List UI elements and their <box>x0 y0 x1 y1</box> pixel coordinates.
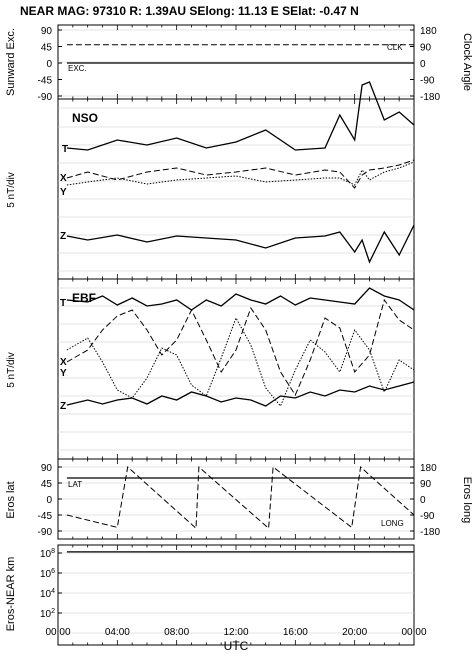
series-nso-z <box>66 224 415 264</box>
y-tick-label: -90 <box>38 527 53 538</box>
panel4-ylabel: Eros lat <box>5 481 17 518</box>
y-tick-label-right: 90 <box>420 43 432 54</box>
series-ebf-t <box>66 287 415 311</box>
y-tick-label-right: 180 <box>420 463 437 474</box>
series-nso-t <box>66 81 415 151</box>
y-tick-label: -45 <box>38 76 53 87</box>
x-tick-label: 00:00 <box>401 627 426 638</box>
data-series <box>66 44 415 553</box>
series-nso-x <box>66 159 415 189</box>
y-tick-label: 45 <box>41 479 53 490</box>
nso-title: NSO <box>72 111 98 125</box>
nso-label-x: X <box>60 173 67 184</box>
x-tick-label: 00:00 <box>45 627 70 638</box>
clk-label: CLK <box>387 43 403 52</box>
y-tick-label: 0 <box>46 495 52 506</box>
y-tick-label: 90 <box>41 26 53 37</box>
ebf-label-x: X <box>60 357 67 368</box>
y-tick-label: -45 <box>38 511 53 522</box>
panel1-ylabel-right: Clock Angle <box>461 33 473 91</box>
y-tick-label-right: 90 <box>420 479 432 490</box>
y-tick-label: 90 <box>41 463 53 474</box>
y-tick-label-right: 0 <box>420 59 426 70</box>
x-tick-label: 08:00 <box>164 627 189 638</box>
x-tick-label: 16:00 <box>283 627 308 638</box>
x-tick-label: 20:00 <box>342 627 367 638</box>
lat-label: LAT <box>68 480 82 489</box>
series-nso-y <box>66 161 415 186</box>
exc-label: EXC. <box>68 64 87 73</box>
x-tick-label: 12:00 <box>223 627 248 638</box>
figure-title: NEAR MAG: 97310 R: 1.39AU SElong: 11.13 … <box>20 4 359 18</box>
y-tick-label-right: 180 <box>420 26 437 37</box>
x-axis-label: UTC <box>224 639 249 653</box>
long-label: LONG <box>381 519 404 528</box>
ebf-title: EBF <box>72 291 96 305</box>
panel1-ylabel: Sunward Exc. <box>5 28 17 96</box>
panel2-ylabel: 5 nT/div <box>6 172 17 208</box>
log-tick-label: 108 <box>40 548 55 560</box>
ebf-label-t: T <box>60 298 66 309</box>
nso-label-t: T <box>62 144 68 155</box>
series-ebf-z <box>66 381 415 407</box>
y-tick-label-right: -180 <box>420 527 440 538</box>
nso-label-z: Z <box>60 231 66 242</box>
y-tick-label: 45 <box>41 43 53 54</box>
ebf-label-z: Z <box>60 401 66 412</box>
log-tick-label: 102 <box>40 608 55 620</box>
series-ebf-y <box>66 316 415 407</box>
y-tick-label: -90 <box>38 92 53 103</box>
x-tick-label: 04:00 <box>105 627 130 638</box>
y-tick-label-right: -90 <box>420 76 435 87</box>
series-long <box>66 465 415 530</box>
gridlines <box>58 29 414 634</box>
ebf-label-y: Y <box>60 368 67 379</box>
panel5-ylabel: Eros-NEAR km <box>5 557 17 632</box>
log-tick-label: 104 <box>40 588 55 600</box>
y-tick-label-right: -90 <box>420 511 435 522</box>
nso-label-y: Y <box>60 187 67 198</box>
y-tick-label: 0 <box>46 59 52 70</box>
series-ebf-x <box>66 298 415 397</box>
panel-nso-frame <box>57 98 415 280</box>
y-tick-label-right: -180 <box>420 92 440 103</box>
y-tick-label-right: 0 <box>420 495 426 506</box>
panel4-ylabel-right: Eros long <box>461 477 473 523</box>
log-tick-label: 106 <box>40 568 55 580</box>
panel3-ylabel: 5 nT/div <box>6 352 17 388</box>
